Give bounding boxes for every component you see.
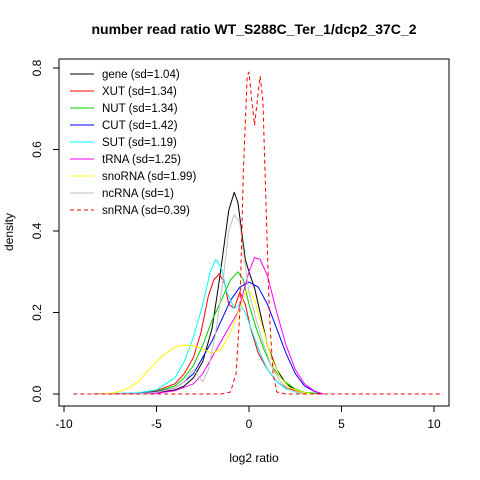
legend-label: NUT (sd=1.34) (102, 103, 178, 115)
y-tick-label: 0.4 (30, 222, 44, 239)
legend-label: SUT (sd=1.19) (102, 137, 177, 149)
legend-label: ncRNA (sd=1) (102, 188, 174, 200)
series-line-4 (91, 259, 305, 395)
y-tick-label: 0.0 (30, 385, 44, 402)
legend-label: XUT (sd=1.34) (102, 86, 177, 98)
legend-label: snoRNA (sd=1.99) (102, 171, 196, 183)
legend-label: snRNA (sd=0.39) (102, 205, 190, 217)
x-axis: -10 -5 0 5 10 (55, 405, 441, 431)
series-line-0 (91, 191, 324, 395)
x-tick-label: -10 (55, 417, 73, 431)
legend: gene (sd=1.04) XUT (sd=1.34) NUT (sd=1.34)… (70, 69, 196, 217)
series-line-7 (91, 214, 305, 395)
chart-title: number read ratio WT_S288C_Ter_1/dcp2_37… (92, 21, 417, 37)
legend-label: gene (sd=1.04) (102, 69, 180, 81)
x-tick-label: 5 (338, 417, 345, 431)
y-tick-label: 0.8 (30, 59, 44, 76)
series-line-8 (73, 71, 444, 395)
legend-label: tRNA (sd=1.25) (102, 154, 181, 166)
y-axis-label: density (2, 213, 16, 251)
x-tick-label: 10 (427, 417, 441, 431)
curves-layer (73, 71, 444, 395)
x-axis-label: log2 ratio (229, 451, 279, 465)
y-axis: 0.0 0.2 0.4 0.6 0.8 (30, 59, 60, 402)
y-tick-label: 0.6 (30, 141, 44, 158)
legend-label: CUT (sd=1.42) (102, 120, 178, 132)
plot-area-group: -10 -5 0 5 10 0.0 0.2 0.4 0.6 0.8 gene (sd=1.04)… (30, 58, 450, 431)
series-line-2 (91, 271, 324, 395)
x-tick-label: -5 (151, 417, 162, 431)
series-line-5 (91, 257, 324, 395)
x-tick-label: 0 (246, 417, 253, 431)
y-tick-label: 0.2 (30, 304, 44, 321)
